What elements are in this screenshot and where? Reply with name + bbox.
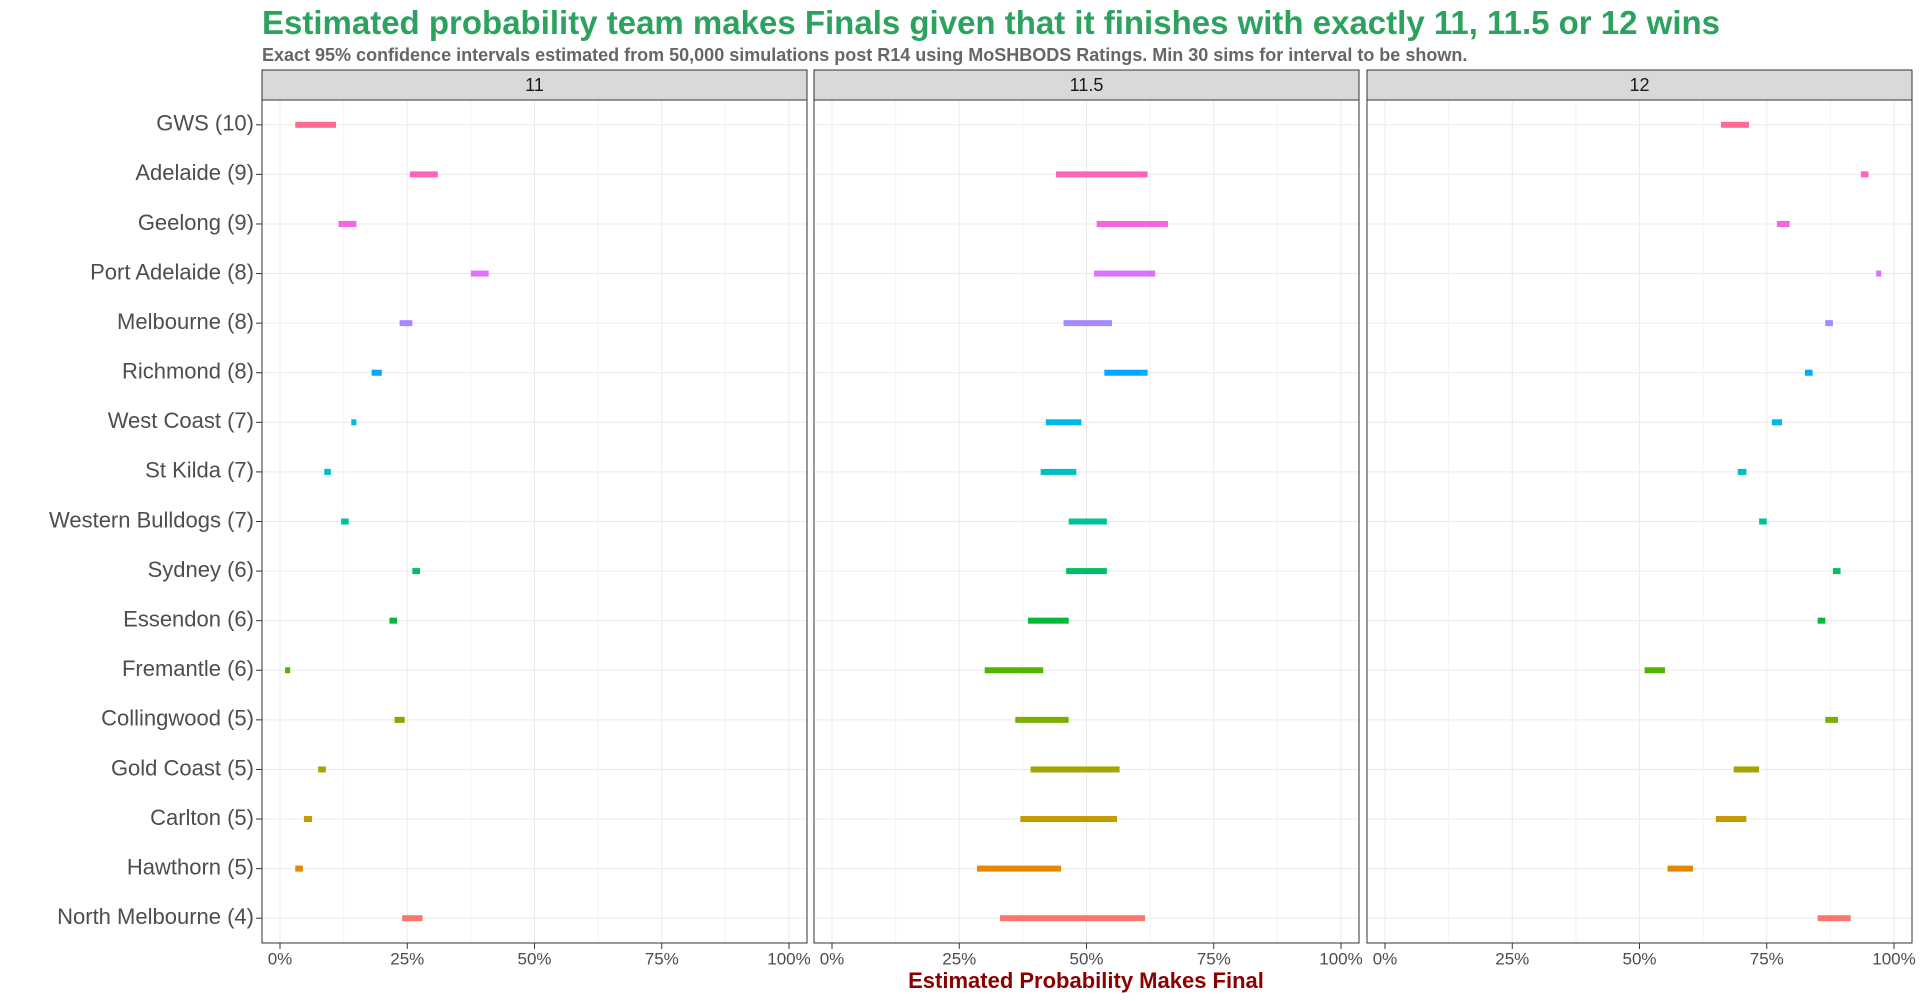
x-tick-label: 50%	[1622, 949, 1656, 968]
interval-bar	[1733, 766, 1760, 773]
interval-bar	[351, 419, 357, 426]
interval-bar	[1027, 617, 1069, 624]
interval-bar	[285, 667, 291, 674]
interval-bar	[1832, 568, 1841, 575]
interval-bar	[371, 369, 382, 376]
y-tick-label: Gold Coast (5)	[111, 755, 254, 780]
interval-bar	[1759, 518, 1767, 525]
x-axis-label: Estimated Probability Makes Final	[908, 968, 1264, 993]
interval-bar	[1860, 171, 1869, 178]
interval-bar	[1825, 716, 1839, 723]
y-tick-label: Geelong (9)	[138, 210, 254, 235]
panel-border	[1366, 99, 1913, 944]
strip-label: 11.5	[1070, 75, 1104, 95]
interval-bar	[1804, 369, 1813, 376]
interval-bar	[394, 716, 405, 723]
y-tick-label: Carlton (5)	[150, 805, 254, 830]
interval-bar	[1667, 865, 1693, 872]
interval-bar	[1715, 816, 1747, 823]
x-tick-label: 100%	[1319, 949, 1362, 968]
x-tick-label: 25%	[942, 949, 976, 968]
panel-border	[261, 99, 808, 944]
x-tick-label: 0%	[820, 949, 845, 968]
y-tick-label: St Kilda (7)	[145, 458, 254, 483]
strip-label: 12	[1629, 75, 1649, 95]
interval-bar	[1644, 667, 1665, 674]
interval-bar	[338, 220, 357, 227]
y-tick-label: Richmond (8)	[122, 359, 254, 384]
y-tick-label: Adelaide (9)	[135, 160, 254, 185]
interval-bar	[1876, 270, 1882, 277]
y-tick-label: Fremantle (6)	[122, 656, 254, 681]
strip-label: 11	[525, 75, 544, 95]
interval-bar	[295, 865, 303, 872]
interval-bar	[1015, 716, 1069, 723]
interval-bar	[1104, 369, 1148, 376]
x-tick-label: 0%	[1373, 949, 1398, 968]
interval-bar	[303, 816, 313, 823]
interval-bar	[1771, 419, 1783, 426]
interval-bar	[1055, 171, 1148, 178]
y-tick-label: Port Adelaide (8)	[90, 259, 254, 284]
x-tick-label: 100%	[1872, 949, 1915, 968]
x-tick-label: 25%	[390, 949, 424, 968]
x-tick-label: 75%	[1197, 949, 1231, 968]
interval-bar	[412, 568, 420, 575]
x-tick-label: 75%	[645, 949, 679, 968]
x-tick-label: 50%	[517, 949, 551, 968]
interval-bar	[1096, 220, 1168, 227]
interval-bar	[1817, 617, 1826, 624]
interval-bar	[1825, 320, 1833, 327]
y-tick-label: Hawthorn (5)	[127, 854, 254, 879]
interval-bar	[402, 915, 423, 922]
interval-bar	[295, 121, 336, 128]
x-tick-label: 25%	[1495, 949, 1529, 968]
x-tick-label: 0%	[268, 949, 293, 968]
interval-bar	[1720, 121, 1749, 128]
interval-bar	[1030, 766, 1120, 773]
interval-bar	[1737, 468, 1747, 475]
y-tick-label: GWS (10)	[156, 111, 254, 136]
strip	[261, 69, 808, 101]
interval-bar	[1040, 468, 1077, 475]
interval-bar	[399, 320, 413, 327]
interval-bar	[1068, 518, 1107, 525]
y-tick-label: Essendon (6)	[123, 606, 254, 631]
strip	[1366, 69, 1913, 101]
interval-bar	[1045, 419, 1082, 426]
y-tick-label: Sydney (6)	[148, 557, 254, 582]
x-tick-label: 75%	[1750, 949, 1784, 968]
y-tick-label: Collingwood (5)	[101, 706, 254, 731]
x-tick-label: 100%	[767, 949, 810, 968]
y-tick-label: West Coast (7)	[108, 408, 254, 433]
strip	[813, 69, 1360, 101]
interval-bar	[1094, 270, 1156, 277]
interval-bar	[1776, 220, 1790, 227]
chart-title: Estimated probability team makes Finals …	[262, 4, 1720, 41]
interval-bar	[470, 270, 489, 277]
interval-bar	[341, 518, 349, 525]
interval-bar	[1817, 915, 1851, 922]
y-tick-label: Western Bulldogs (7)	[49, 507, 254, 532]
interval-bar	[1066, 568, 1107, 575]
chart-subtitle: Exact 95% confidence intervals estimated…	[262, 45, 1467, 65]
interval-bar	[1063, 320, 1112, 327]
interval-bar	[977, 865, 1062, 872]
interval-bar	[999, 915, 1146, 922]
panel-border	[813, 99, 1360, 944]
interval-bar	[1020, 816, 1118, 823]
y-tick-label: Melbourne (8)	[117, 309, 254, 334]
x-tick-label: 50%	[1069, 949, 1103, 968]
interval-bar	[389, 617, 398, 624]
y-tick-label: North Melbourne (4)	[57, 904, 254, 929]
interval-bar	[324, 468, 331, 475]
interval-bar	[409, 171, 438, 178]
interval-bar	[984, 667, 1044, 674]
interval-bar	[318, 766, 326, 773]
